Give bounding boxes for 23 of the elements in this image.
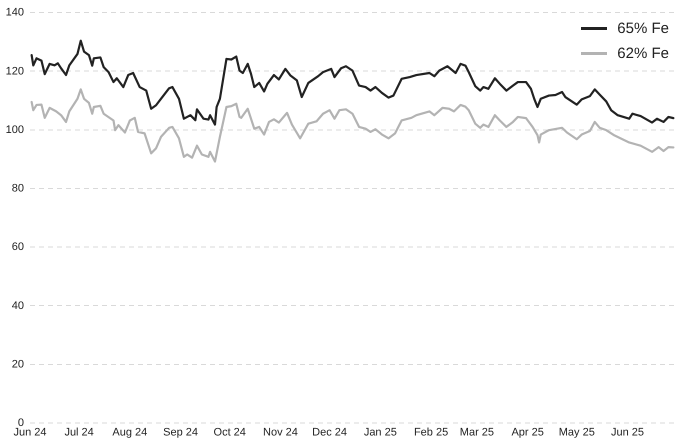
x-tick-label: Jun 24 (13, 426, 47, 439)
x-tick-label: Oct 24 (214, 426, 246, 439)
legend-label: 62% Fe (617, 45, 669, 62)
x-tick-label: May 25 (558, 426, 595, 439)
x-tick-label: Aug 24 (112, 426, 148, 439)
x-tick-label: Feb 25 (414, 426, 448, 439)
x-tick-label: Jan 25 (364, 426, 397, 439)
x-tick-label: Jul 24 (64, 426, 94, 439)
y-tick-label: 80 (12, 182, 24, 195)
x-tick-label: Sep 24 (163, 426, 198, 439)
x-tick-label: Apr 25 (511, 426, 544, 439)
y-tick-label: 20 (12, 358, 24, 370)
y-tick-label: 0 (18, 417, 24, 430)
y-tick-label: 120 (6, 65, 24, 78)
x-tick-label: Dec 24 (312, 426, 348, 439)
y-tick-label: 100 (6, 124, 24, 136)
y-tick-label: 140 (6, 6, 24, 19)
y-tick-label: 60 (12, 241, 24, 254)
legend-label: 65% Fe (617, 20, 669, 37)
x-tick-label: Nov 24 (263, 426, 298, 439)
y-tick-label: 40 (12, 300, 24, 312)
x-tick-label: Mar 25 (460, 426, 494, 439)
x-tick-label: Jun 25 (611, 426, 644, 439)
